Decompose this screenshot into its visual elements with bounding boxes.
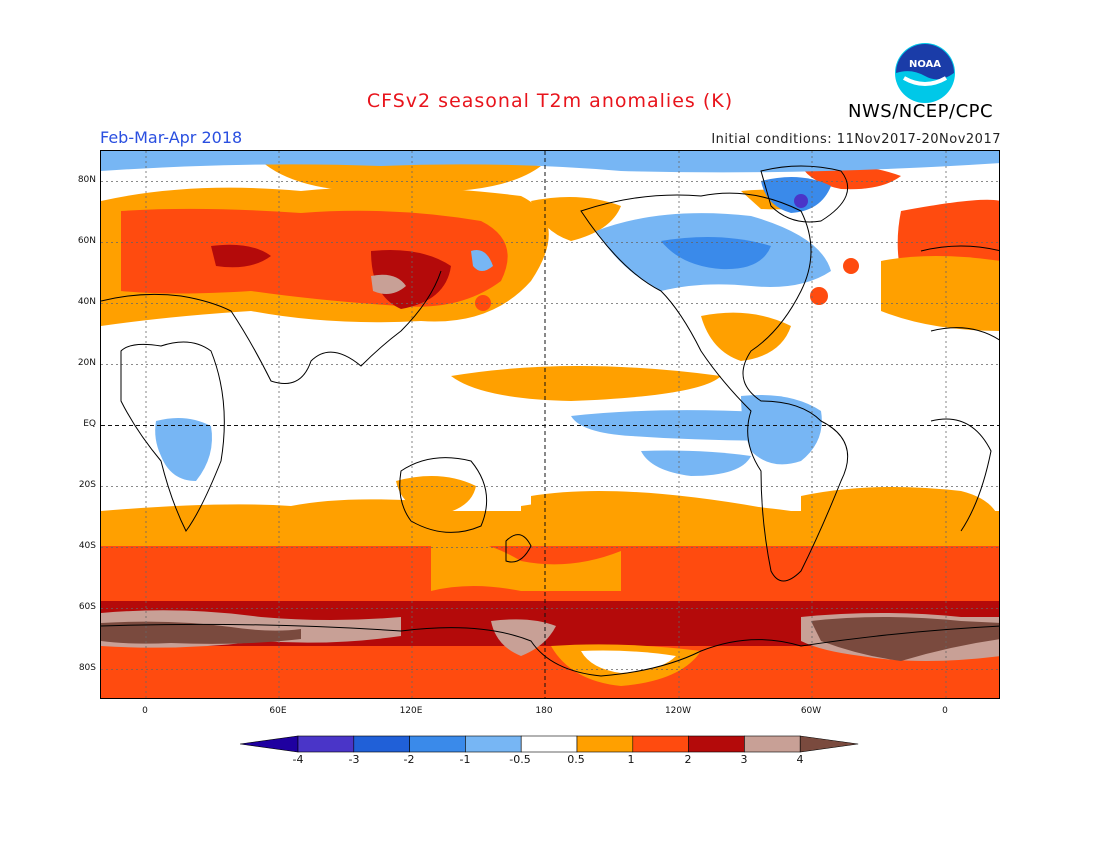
brown-antarctic-west — [101, 621, 301, 644]
lat-label-20n: 20N — [77, 358, 96, 368]
tan-ross-sea — [491, 619, 556, 656]
australia-warm — [396, 476, 476, 516]
arctic-orange — [261, 157, 541, 192]
lon-label-120w: 120W — [664, 706, 692, 716]
chart-title: CFSv2 seasonal T2m anomalies (K) — [366, 90, 734, 112]
colorbar-segment — [297, 735, 355, 753]
anomaly-map — [100, 150, 1000, 699]
us-southeast-warm — [701, 312, 791, 361]
white-antarctic-interior — [581, 650, 676, 673]
colorbar — [239, 732, 860, 756]
greenland-deep-cool — [794, 194, 808, 208]
graticule — [101, 151, 999, 698]
colorbar-label: -1 — [459, 753, 471, 766]
lon-label-60e: 60E — [269, 706, 287, 716]
lon-label-120e: 120E — [399, 706, 423, 716]
colorbar-label: 3 — [740, 753, 748, 766]
lon-label-0-east: 0 — [942, 706, 948, 716]
east-asia-cool — [471, 250, 493, 271]
colorbar-label: 2 — [684, 753, 692, 766]
north-pacific-orange — [531, 197, 621, 241]
lat-label-eq: EQ — [83, 419, 96, 429]
mongolia-tan — [371, 274, 406, 295]
logo-text: NOAA — [909, 59, 941, 70]
colorbar-segment — [744, 735, 801, 753]
lat-label-40s: 40S — [78, 541, 96, 551]
lat-label-40n: 40N — [77, 297, 96, 307]
lat-label-20s: 20S — [78, 480, 96, 490]
colorbar-segment — [353, 735, 410, 753]
north-atlantic-cool — [101, 151, 999, 173]
lon-label-180: 180 — [535, 706, 553, 716]
colorbar-label: 4 — [796, 753, 804, 766]
eurasia-darkred-1 — [211, 244, 271, 268]
north-america-cool-2 — [661, 237, 771, 270]
us-northeast-warm — [810, 287, 828, 305]
africa-cool — [155, 417, 212, 481]
agency-label: NWS/NCEP/CPC — [848, 101, 994, 122]
noaa-logo: NOAA — [894, 42, 956, 104]
greenland-cool — [761, 177, 831, 213]
south-pacific-warm-2 — [521, 501, 791, 546]
colorbar-segment — [576, 735, 634, 753]
lat-label-60n: 60N — [77, 236, 96, 246]
colorbar-label: -4 — [292, 753, 304, 766]
colorbar-label: 1 — [627, 753, 635, 766]
lon-label-60w: 60W — [800, 706, 822, 716]
lat-label-80n: 80N — [77, 175, 96, 185]
colorbar-arrow-high — [799, 735, 859, 753]
south-atlantic-warm — [801, 487, 999, 531]
colorbar-segments — [239, 735, 859, 753]
lon-label-0-west: 0 — [142, 706, 148, 716]
east-pacific-cool-2 — [641, 450, 751, 476]
brown-antarctic-east — [811, 617, 999, 661]
colorbar-label: 0.5 — [567, 753, 585, 766]
coastlines — [101, 165, 999, 677]
initial-conditions-label: Initial conditions: 11Nov2017-20Nov2017 — [711, 132, 1001, 147]
eurasia-warm-red — [121, 208, 508, 307]
south-indian-warm — [101, 499, 423, 534]
lat-label-60s: 60S — [78, 602, 96, 612]
warm-band-south-orange-gap — [431, 541, 621, 596]
colorbar-arrow-low — [239, 735, 299, 753]
colorbar-segment — [409, 735, 466, 753]
forecast-period: Feb-Mar-Apr 2018 — [100, 128, 243, 147]
colorbar-label: -3 — [348, 753, 360, 766]
colorbar-label: -0.5 — [509, 753, 531, 766]
atlantic-europe-orange — [881, 256, 999, 331]
colorbar-label: -2 — [403, 753, 415, 766]
south-america-cool — [741, 395, 822, 465]
eurasia-darkred-2 — [371, 250, 451, 309]
colorbar-segment — [520, 735, 578, 753]
colorbar-segment — [465, 735, 522, 753]
colorbar-segment — [688, 735, 745, 753]
japan-warm-spot — [475, 295, 491, 311]
lat-label-80s: 80S — [78, 663, 96, 673]
colorbar-segment — [632, 735, 689, 753]
north-pacific-warm-tongue — [451, 366, 721, 401]
atlantic-warm-spot — [843, 258, 859, 274]
